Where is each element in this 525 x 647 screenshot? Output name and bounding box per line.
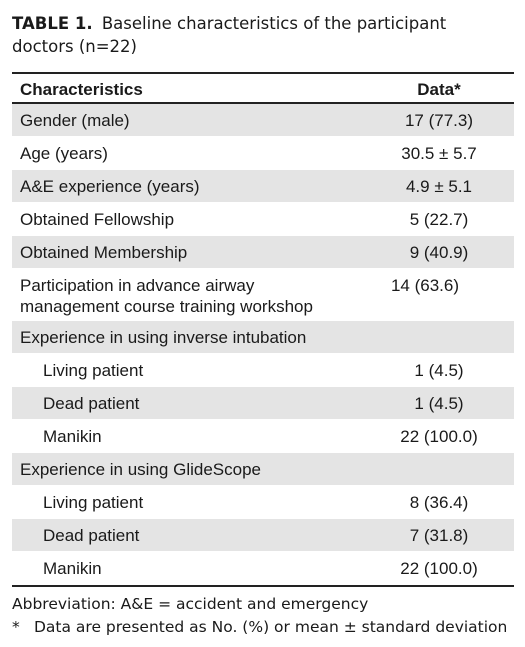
row-label: Dead patient xyxy=(43,526,140,545)
row-value: 1 (4.5) xyxy=(414,394,464,413)
header-row: Characteristics Data* xyxy=(12,74,514,104)
row-value: 14 (63.6) xyxy=(390,276,460,295)
footnote: * Data are presented as No. (%) or mean ±… xyxy=(12,616,507,639)
title-text: Baseline characteristics of the particip… xyxy=(12,14,447,56)
row-label: Manikin xyxy=(43,427,102,446)
table-row: Participation in advance airway manageme… xyxy=(12,269,514,321)
row-label: Participation in advance airway manageme… xyxy=(20,276,313,316)
row-value: 22 (100.0) xyxy=(400,427,478,446)
row-value: 22 (100.0) xyxy=(400,559,478,578)
row-value: 5 (22.7) xyxy=(409,210,469,229)
row-label: Gender (male) xyxy=(20,111,130,130)
header-cell: Characteristics xyxy=(20,80,143,99)
table-row: Obtained Fellowship 5 (22.7) xyxy=(12,203,514,236)
table-row: A&E experience (years) 4.9 ± 5.1 xyxy=(12,170,514,203)
row-value: 1 (4.5) xyxy=(414,361,464,380)
row-value: 9 (40.9) xyxy=(409,243,469,262)
title-label: TABLE 1. xyxy=(12,14,93,33)
table-row: Living patient 1 (4.5) xyxy=(12,354,514,387)
table: Characteristics Data* Gender (male) 17 (7… xyxy=(12,72,514,587)
header-cell: Data* xyxy=(417,80,461,99)
row-label: Living patient xyxy=(43,493,144,512)
row-label: Age (years) xyxy=(20,144,108,163)
row-label: Manikin xyxy=(43,559,102,578)
row-label: Obtained Membership xyxy=(20,243,188,262)
footnote-text: Data are presented as No. (%) or mean ± … xyxy=(34,618,508,636)
table-row: Dead patient 1 (4.5) xyxy=(12,387,514,420)
table-row: Gender (male) 17 (77.3) xyxy=(12,104,514,137)
table-row: Experience in using GlideScope xyxy=(12,453,514,486)
row-label: Living patient xyxy=(43,361,144,380)
table-title: TABLE 1. Baseline characteristics of the… xyxy=(12,12,512,58)
table-row: Obtained Membership 9 (40.9) xyxy=(12,236,514,269)
footnote-marker: * xyxy=(12,618,20,636)
table-row: Age (years) 30.5 ± 5.7 xyxy=(12,137,514,170)
row-label: Dead patient xyxy=(43,394,140,413)
footnote: Abbreviation: A&E = accident and emergen… xyxy=(12,595,369,613)
row-label: Obtained Fellowship xyxy=(20,210,175,229)
section-label: Experience in using inverse intubation xyxy=(20,328,307,347)
table-row: Experience in using inverse intubation xyxy=(12,321,514,354)
row-label: A&E experience (years) xyxy=(20,177,200,196)
row-value: 7 (31.8) xyxy=(409,526,469,545)
row-value: 17 (77.3) xyxy=(404,111,474,130)
row-value: 4.9 ± 5.1 xyxy=(405,177,473,196)
table-row: Dead patient 7 (31.8) xyxy=(12,519,514,552)
section-label: Experience in using GlideScope xyxy=(20,460,261,479)
table-row: Living patient 8 (36.4) xyxy=(12,486,514,519)
table-row: Manikin 22 (100.0) xyxy=(12,420,514,453)
row-value: 8 (36.4) xyxy=(409,493,469,512)
row-value: 30.5 ± 5.7 xyxy=(401,144,477,163)
footnotes: Abbreviation: A&E = accident and emergen… xyxy=(12,593,507,639)
table-row: Manikin 22 (100.0) xyxy=(12,552,514,585)
